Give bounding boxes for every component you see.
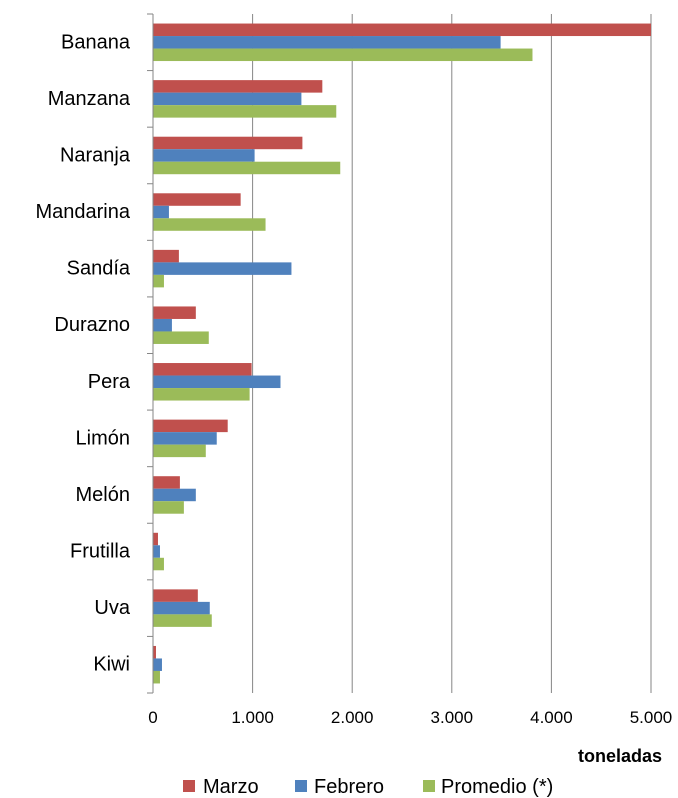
bar-marzo-durazno (153, 306, 196, 319)
category-label: Pera (88, 371, 131, 393)
category-ticks (147, 13, 153, 694)
bar-promedio-melón (153, 501, 184, 514)
bar-febrero-limón (153, 432, 217, 445)
bar-febrero-manzana (153, 92, 302, 106)
bar-promedio-banana (153, 48, 533, 62)
x-tick-label: 3.000 (431, 708, 474, 727)
bar-marzo-pera (153, 363, 252, 376)
bar-promedio-durazno (153, 331, 209, 344)
bar-promedio-naranja (153, 161, 341, 175)
category-labels: Banana Manzana Naranja Mandarina Sandía Duraz… (35, 31, 130, 675)
x-tick-label: 2.000 (331, 708, 374, 727)
category-label: Mandarina (35, 201, 130, 223)
bar-promedio-pera (153, 388, 250, 401)
x-tick-label: 5.000 (630, 708, 673, 727)
bar-marzo-uva (153, 589, 198, 602)
bar-marzo-mandarina (153, 193, 241, 206)
bar-febrero-mandarina (153, 205, 169, 219)
x-tick-label: 4.000 (530, 708, 573, 727)
category-label: Kiwi (93, 654, 130, 676)
bar-promedio-manzana (153, 105, 337, 118)
bar-marzo-frutilla (153, 532, 158, 546)
category-label: Limón (76, 427, 130, 449)
bar-marzo-banana (153, 23, 651, 37)
bar-febrero-banana (153, 36, 501, 49)
bar-marzo-limón (153, 419, 228, 433)
bar-febrero-naranja (153, 149, 255, 162)
bar-promedio-sandía (153, 274, 164, 288)
bar-promedio-mandarina (153, 218, 266, 231)
category-label: Banana (61, 31, 131, 53)
bar-febrero-durazno (153, 318, 172, 332)
bar-febrero-uva (153, 601, 210, 615)
bars (153, 23, 651, 684)
x-tick-labels: 0 1.000 2.000 3.000 4.000 5.000 (148, 708, 672, 727)
legend-label: Marzo (203, 776, 259, 798)
legend-label: Promedio (*) (441, 776, 553, 798)
bar-febrero-frutilla (153, 545, 160, 558)
legend-swatch (423, 780, 435, 792)
category-label: Naranja (60, 144, 131, 166)
bar-promedio-frutilla (153, 557, 164, 571)
bar-marzo-naranja (153, 136, 303, 150)
category-label: Melón (76, 484, 130, 506)
category-label: Sandía (67, 258, 131, 280)
bar-marzo-manzana (153, 80, 323, 93)
category-label: Frutilla (70, 541, 131, 563)
legend-swatch (183, 780, 195, 792)
x-tick-label: 1.000 (231, 708, 274, 727)
x-axis-title: toneladas (578, 746, 662, 766)
category-label: Uva (94, 597, 130, 619)
bar-febrero-sandía (153, 262, 292, 275)
bar-febrero-melón (153, 488, 196, 502)
category-label: Durazno (54, 314, 130, 336)
bar-marzo-melón (153, 476, 180, 489)
bar-marzo-kiwi (153, 645, 156, 659)
bar-febrero-pera (153, 375, 281, 389)
gridlines (252, 14, 652, 693)
legend: Marzo Febrero Promedio (*) (183, 776, 553, 798)
bar-marzo-sandía (153, 249, 179, 263)
legend-label: Febrero (314, 776, 384, 798)
bar-promedio-kiwi (153, 670, 160, 684)
bar-febrero-kiwi (153, 658, 162, 671)
x-tick-label: 0 (148, 708, 157, 727)
category-label: Manzana (48, 88, 131, 110)
bar-promedio-uva (153, 614, 212, 627)
bar-promedio-limón (153, 444, 206, 458)
legend-swatch (295, 780, 307, 792)
